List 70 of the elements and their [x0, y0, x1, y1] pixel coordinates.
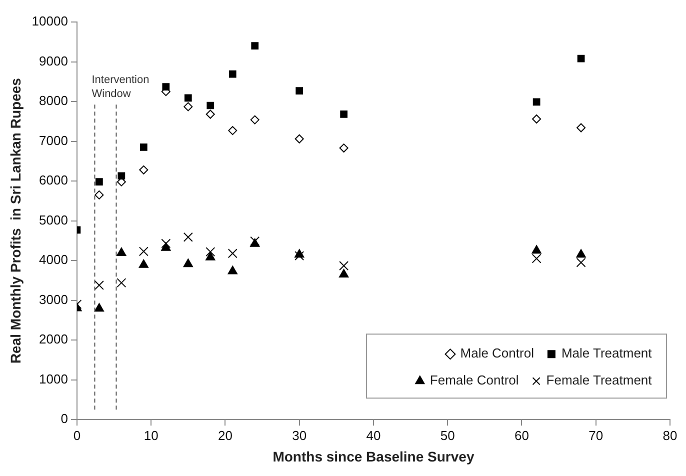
legend-label: Female Treatment — [546, 372, 652, 388]
point — [183, 232, 193, 242]
point — [161, 242, 171, 251]
point — [228, 126, 238, 136]
point — [138, 246, 148, 256]
y-axis-title: Real Monthly Profits in Sri Lankan Rupees — [7, 78, 24, 364]
point — [94, 280, 104, 290]
y-tick-label: 9000 — [39, 53, 68, 68]
y-tick-label: 10000 — [32, 14, 68, 29]
point — [532, 114, 542, 124]
ref-line-label: Intervention Window — [92, 74, 150, 100]
point — [532, 254, 542, 264]
y-tick-label: 8000 — [39, 93, 68, 108]
point — [206, 247, 216, 257]
point — [94, 303, 104, 312]
point — [228, 266, 238, 274]
legend-label: Female Control — [430, 372, 519, 388]
legend-label: Male Treatment — [561, 346, 652, 361]
point — [118, 172, 126, 180]
x-tick-label: 70 — [588, 428, 604, 443]
y-tick-label: 6000 — [39, 172, 68, 188]
y-tick-label: 3000 — [39, 292, 68, 307]
point — [183, 258, 193, 268]
point — [184, 102, 193, 112]
point — [94, 190, 104, 200]
point — [576, 249, 586, 258]
point — [96, 178, 103, 186]
point — [228, 70, 236, 78]
point — [116, 278, 126, 288]
point — [338, 268, 349, 278]
point — [138, 259, 148, 268]
x-tick-label: 50 — [440, 428, 455, 443]
point — [184, 94, 192, 102]
y-tick-label: 2000 — [39, 332, 68, 347]
x-tick-label: 60 — [514, 428, 529, 443]
point — [206, 252, 216, 260]
x-axis-title: Months since Baseline Survey — [272, 448, 474, 464]
point — [140, 144, 148, 151]
point — [294, 134, 304, 144]
point — [228, 248, 238, 258]
y-tick-label: 7000 — [39, 132, 68, 148]
point — [116, 248, 126, 256]
x-tick-label: 0 — [73, 428, 81, 443]
point — [576, 258, 586, 268]
point — [576, 123, 586, 132]
y-tick-label: 5000 — [39, 212, 68, 228]
x-tick-label: 30 — [292, 428, 307, 443]
point — [251, 42, 259, 50]
legend-label: Male Control — [460, 346, 534, 361]
x-tick-label: 80 — [662, 428, 678, 443]
y-tick-label: 0 — [60, 411, 68, 426]
point — [294, 251, 304, 261]
point — [162, 83, 170, 90]
point — [339, 144, 348, 153]
y-tick-label: 4000 — [39, 252, 68, 268]
point — [532, 245, 542, 254]
y-tick-label: 1000 — [39, 371, 68, 386]
point — [296, 87, 304, 94]
x-tick-label: 40 — [366, 428, 381, 443]
point — [206, 102, 214, 110]
point — [339, 260, 349, 270]
point — [139, 165, 148, 174]
x-tick-label: 20 — [218, 428, 232, 443]
point — [577, 54, 585, 62]
x-tick-label: 10 — [144, 428, 158, 443]
point — [206, 110, 215, 119]
point — [340, 110, 348, 118]
point — [161, 238, 171, 248]
point — [250, 115, 260, 124]
point — [532, 98, 540, 106]
